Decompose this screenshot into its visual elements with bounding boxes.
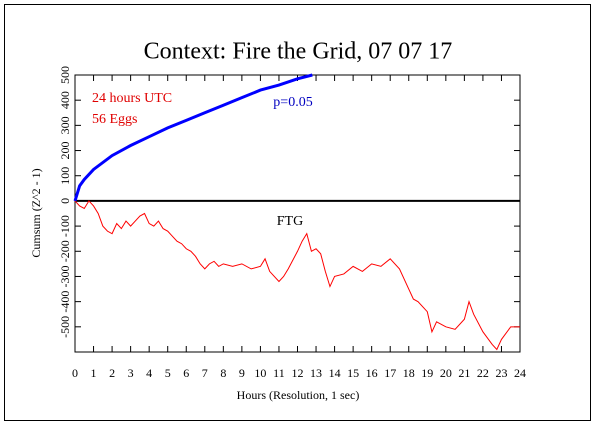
x-tick-label: 13	[310, 366, 322, 380]
x-tick-label: 15	[347, 366, 359, 380]
x-tick-label: 4	[146, 366, 152, 380]
x-tick-label: 9	[239, 366, 245, 380]
y-tick-label: 0	[58, 198, 72, 204]
x-tick-label: 10	[254, 366, 266, 380]
x-tick-label: 2	[109, 366, 115, 380]
x-tick-label: 3	[128, 366, 134, 380]
chart-title: Context: Fire the Grid, 07 07 17	[144, 39, 453, 65]
y-tick-label: -300	[58, 265, 72, 287]
x-tick-label: 8	[220, 366, 226, 380]
series-label: p=0.05	[273, 95, 312, 110]
x-tick-label: 21	[458, 366, 470, 380]
y-tick-label: 500	[58, 66, 72, 84]
data-line	[74, 200, 520, 351]
info-line: 56 Eggs	[92, 112, 138, 127]
x-tick-label: 24	[514, 366, 526, 380]
y-tick-label: 400	[58, 91, 72, 109]
x-tick-label: 23	[495, 366, 507, 380]
x-tick-label: 5	[165, 366, 171, 380]
info-line: 24 hours UTC	[92, 91, 172, 106]
x-tick-label: 17	[384, 366, 396, 380]
y-tick-label: 300	[58, 116, 72, 134]
y-tick-label: -200	[58, 240, 72, 262]
x-tick-label: 6	[183, 366, 189, 380]
x-tick-label: 16	[366, 366, 378, 380]
x-tick-label: 22	[477, 366, 489, 380]
data-line	[73, 73, 313, 202]
y-tick-label: 100	[58, 167, 72, 185]
y-tick-label: -100	[58, 215, 72, 237]
x-tick-label: 19	[421, 366, 433, 380]
x-tick-label: 0	[72, 366, 78, 380]
y-tick-label: 200	[58, 142, 72, 160]
x-tick-label: 12	[292, 366, 304, 380]
frame	[4, 4, 591, 421]
x-tick-label: 1	[91, 366, 97, 380]
series-label: FTG	[277, 214, 303, 229]
y-tick-label: -400	[58, 291, 72, 313]
x-tick-label: 7	[202, 366, 208, 380]
x-tick-label: 18	[403, 366, 415, 380]
y-axis-label: Cumsum (Z^2 - 1)	[29, 168, 43, 257]
x-tick-label: 20	[440, 366, 452, 380]
x-tick-label: 14	[329, 366, 341, 380]
x-axis-label: Hours (Resolution, 1 sec)	[237, 388, 360, 402]
y-tick-label: -500	[58, 316, 72, 338]
x-tick-label: 11	[273, 366, 285, 380]
